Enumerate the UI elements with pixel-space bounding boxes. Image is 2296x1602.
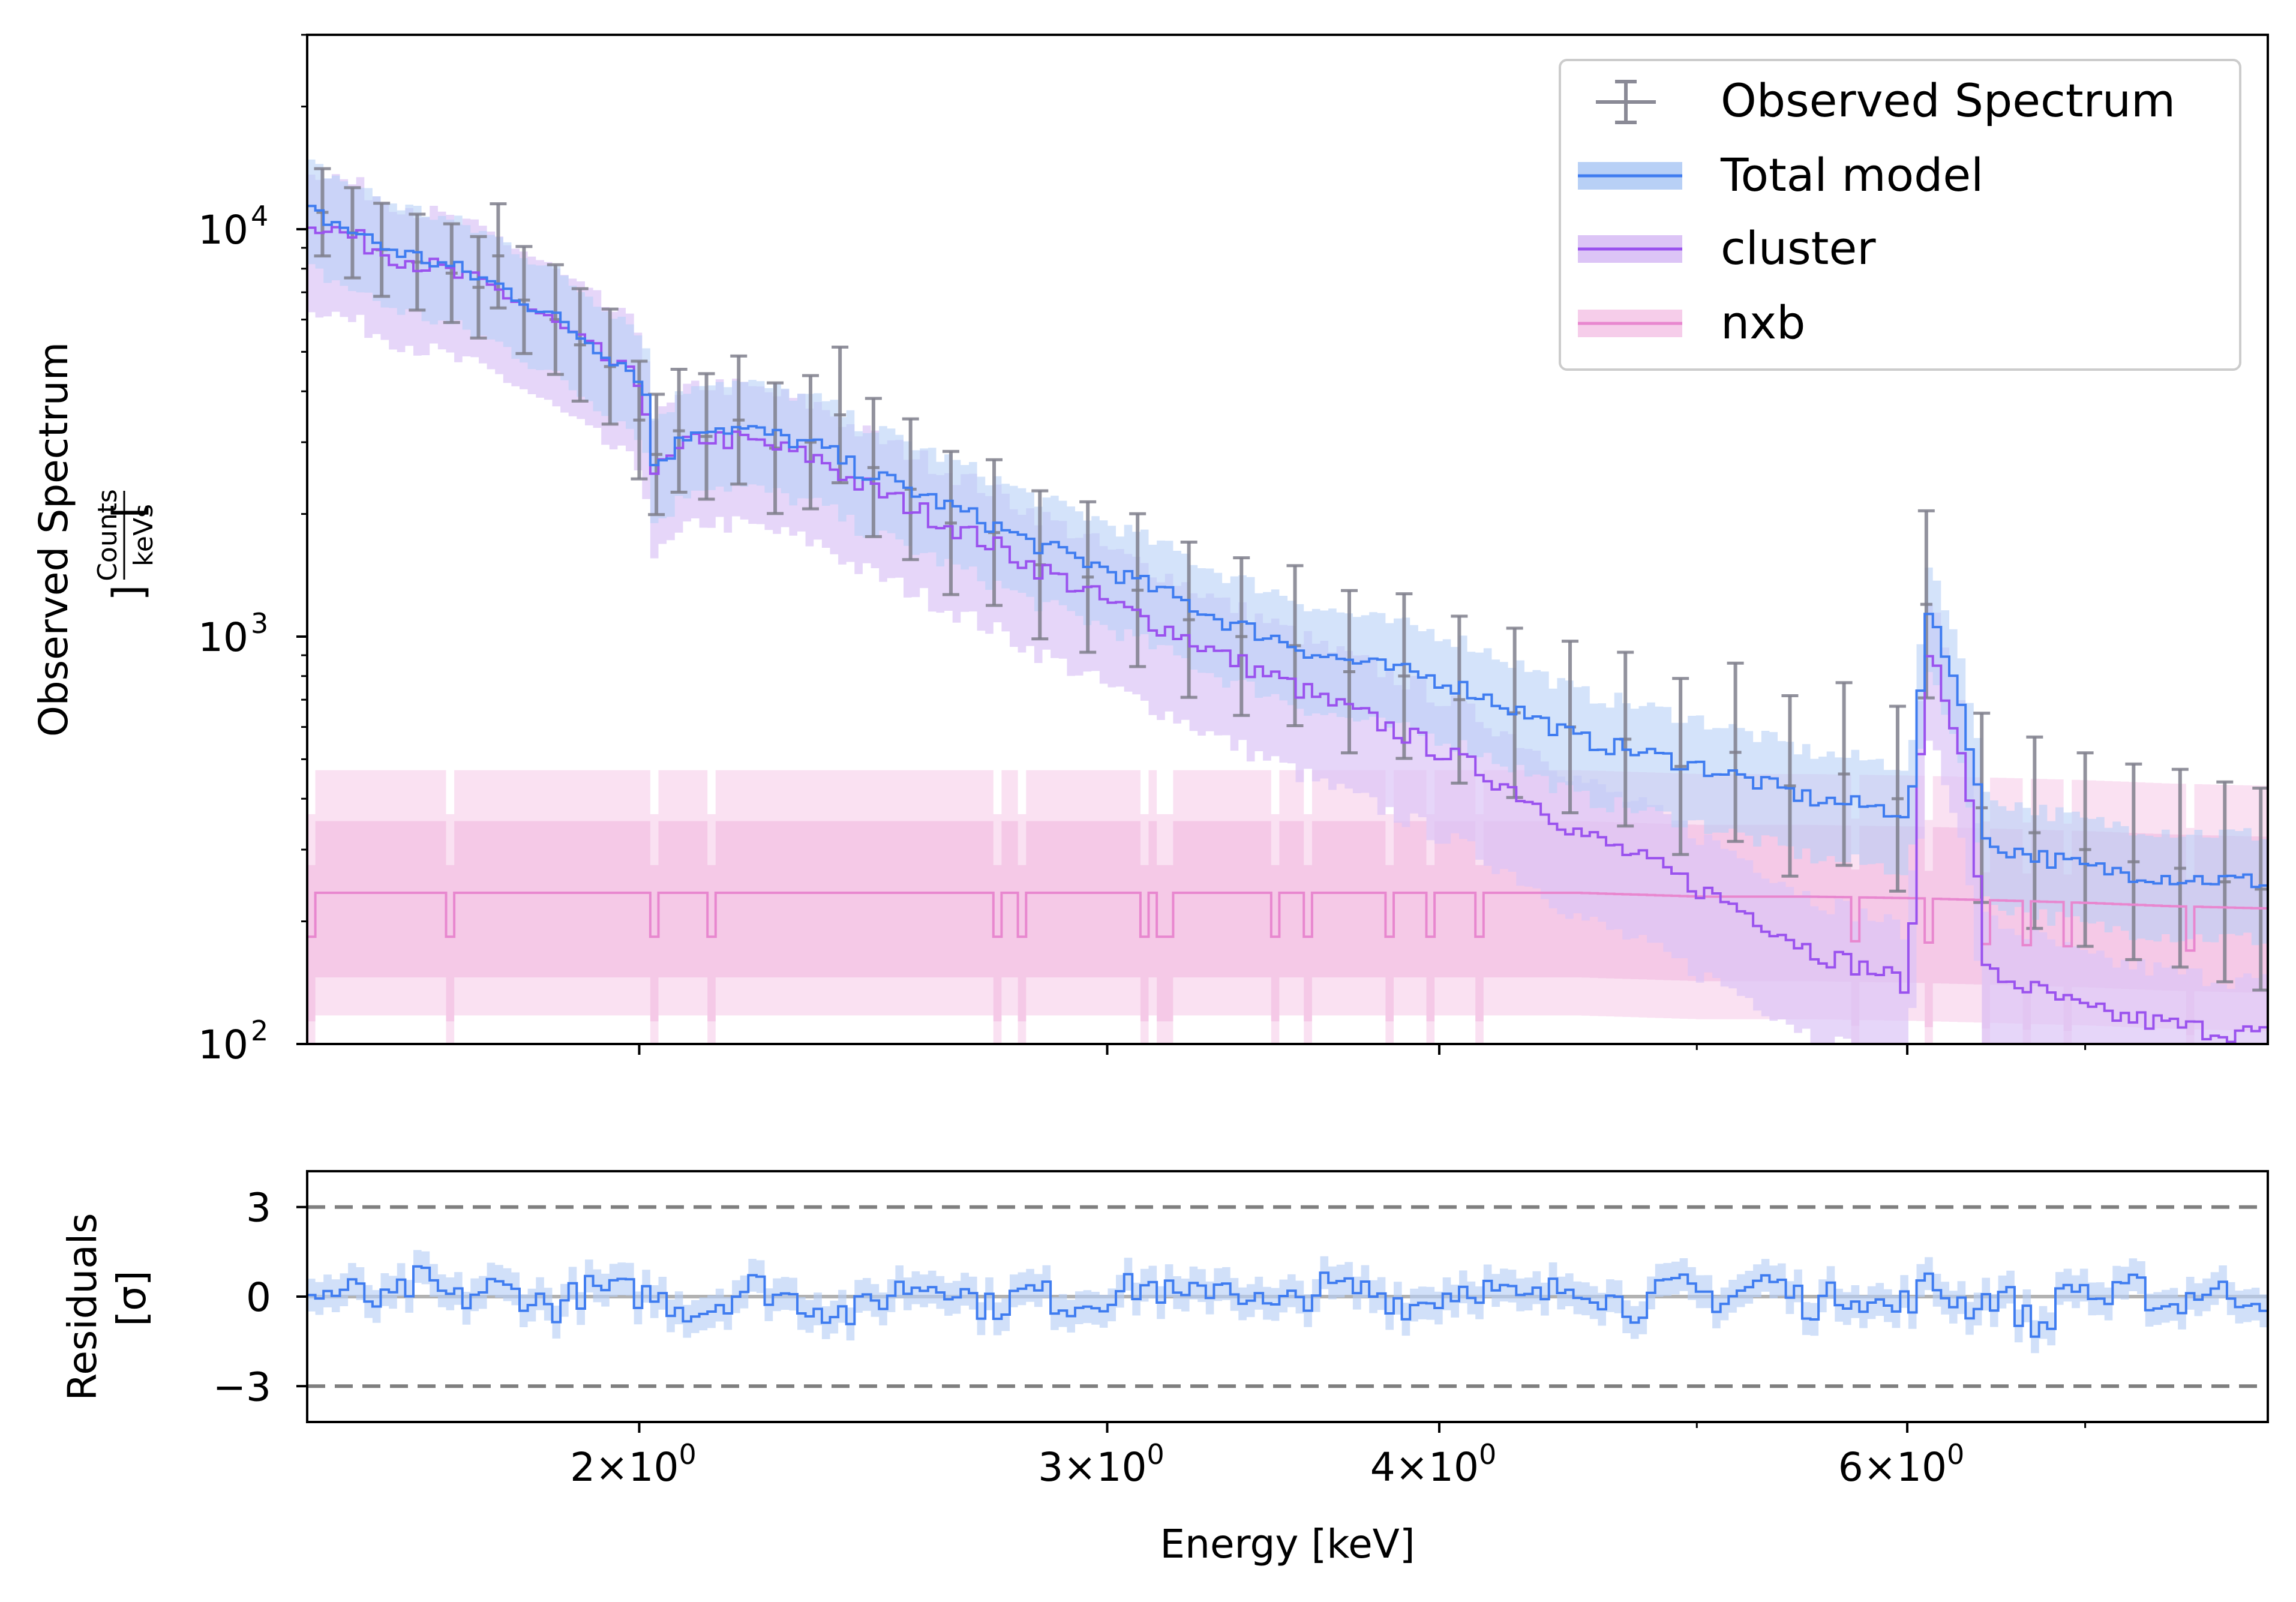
nxb-band-inner: [307, 821, 2268, 1036]
observed-point: [1835, 681, 1853, 867]
total-model-line: [307, 205, 2268, 889]
x-axis-label: Energy [keV]: [1160, 1521, 1415, 1567]
spectrum-plot-area: [307, 159, 2268, 1044]
unit-numerator: Counts: [92, 489, 123, 581]
observed-point: [865, 397, 882, 538]
observed-point: [1506, 626, 1523, 799]
legend-label: cluster: [1721, 221, 1876, 275]
spectrum-y-axis-label: Observed Spectrum: [31, 342, 77, 737]
observed-point: [2252, 787, 2268, 992]
observed-spectrum-points: [314, 167, 2268, 992]
observed-point: [2026, 735, 2043, 930]
observed-point: [1286, 564, 1304, 727]
residuals-x-ticks: 2×100 3×100 4×100 6×100: [570, 1422, 2087, 1490]
residuals-y-axis-label: Residuals: [59, 1213, 106, 1400]
y-tick-label: 10: [198, 614, 248, 661]
spectrum-y-axis-unit: [ Counts keVs ]: [92, 489, 159, 601]
residual-band: [307, 1250, 2268, 1354]
x-tick-label: 3×100: [1038, 1438, 1164, 1490]
observed-point: [1180, 540, 1197, 699]
residual-y-tick-label: −3: [213, 1364, 271, 1410]
observed-point: [942, 449, 959, 596]
legend: Observed Spectrum Total model cluster nx…: [1559, 59, 2241, 371]
x-tick-label: 4×100: [1370, 1438, 1497, 1490]
legend-label: Observed Spectrum: [1721, 74, 2175, 127]
observed-point: [832, 345, 849, 485]
observed-point: [1395, 592, 1413, 760]
observed-point: [1340, 589, 1358, 755]
legend-label: nxb: [1721, 296, 1805, 349]
observed-point: [1233, 556, 1250, 717]
observed-point: [1031, 489, 1049, 641]
unit-bracket-open: [: [104, 502, 153, 518]
observed-point: [2076, 751, 2094, 948]
spectrum-axes-frame: [306, 34, 2269, 1045]
observed-point: [1727, 661, 1744, 843]
legend-entry-nxb: nxb: [1578, 296, 1805, 349]
observed-point: [1079, 500, 1097, 654]
residual-y-tick-label: 3: [246, 1185, 271, 1231]
observed-point: [2216, 780, 2234, 983]
y-tick-label: 10: [198, 1022, 248, 1068]
x-tick-label: 2×100: [570, 1438, 697, 1490]
observed-point: [1672, 677, 1689, 856]
observed-point: [2125, 762, 2142, 961]
legend-label: Total model: [1720, 148, 1983, 202]
y-tick-exponent: 2: [251, 1015, 268, 1047]
y-tick-exponent: 4: [251, 200, 268, 232]
residual-line: [307, 1265, 2268, 1338]
nxb-line: [307, 892, 2268, 952]
y-tick-exponent: 3: [251, 607, 268, 640]
observed-point: [648, 392, 665, 517]
residuals-y-axis-unit: [σ]: [109, 1270, 155, 1326]
observed-point: [601, 307, 619, 426]
observed-point: [1889, 704, 1906, 893]
spectrum-x-ticks: [638, 1044, 2087, 1055]
y-tick-label: 10: [198, 207, 248, 253]
legend-entry-total-model: Total model: [1578, 148, 1983, 202]
observed-point: [1781, 694, 1799, 878]
residuals-plot-area: [307, 1205, 2268, 1388]
observed-point: [571, 287, 589, 403]
unit-bracket-close: ]: [104, 584, 153, 601]
legend-frame: [1559, 59, 2241, 371]
residuals-panel: 30−3 2×100 3×100 4×100 6×100 Residuals [σ] …: [59, 1170, 2269, 1567]
legend-entry-cluster: cluster: [1578, 221, 1876, 275]
observed-point: [1617, 650, 1634, 828]
total-model-band: [307, 159, 2268, 946]
observed-point: [470, 235, 487, 340]
legend-errorbar-icon: [1596, 80, 1656, 124]
observed-point: [2171, 767, 2189, 969]
unit-denominator: keVs: [128, 504, 159, 566]
observed-point: [698, 372, 715, 501]
observed-point: [730, 354, 748, 486]
x-tick-label: 6×100: [1838, 1438, 1965, 1490]
observed-point: [1917, 509, 1935, 700]
residuals-y-ticks: 3 0 −3: [213, 1185, 307, 1410]
observed-point: [802, 374, 819, 511]
observed-point: [443, 222, 460, 324]
legend-entry-observed: Observed Spectrum: [1596, 74, 2175, 127]
residual-y-tick-label: 0: [246, 1274, 271, 1321]
observed-point: [670, 368, 688, 494]
observed-point: [1129, 512, 1147, 668]
